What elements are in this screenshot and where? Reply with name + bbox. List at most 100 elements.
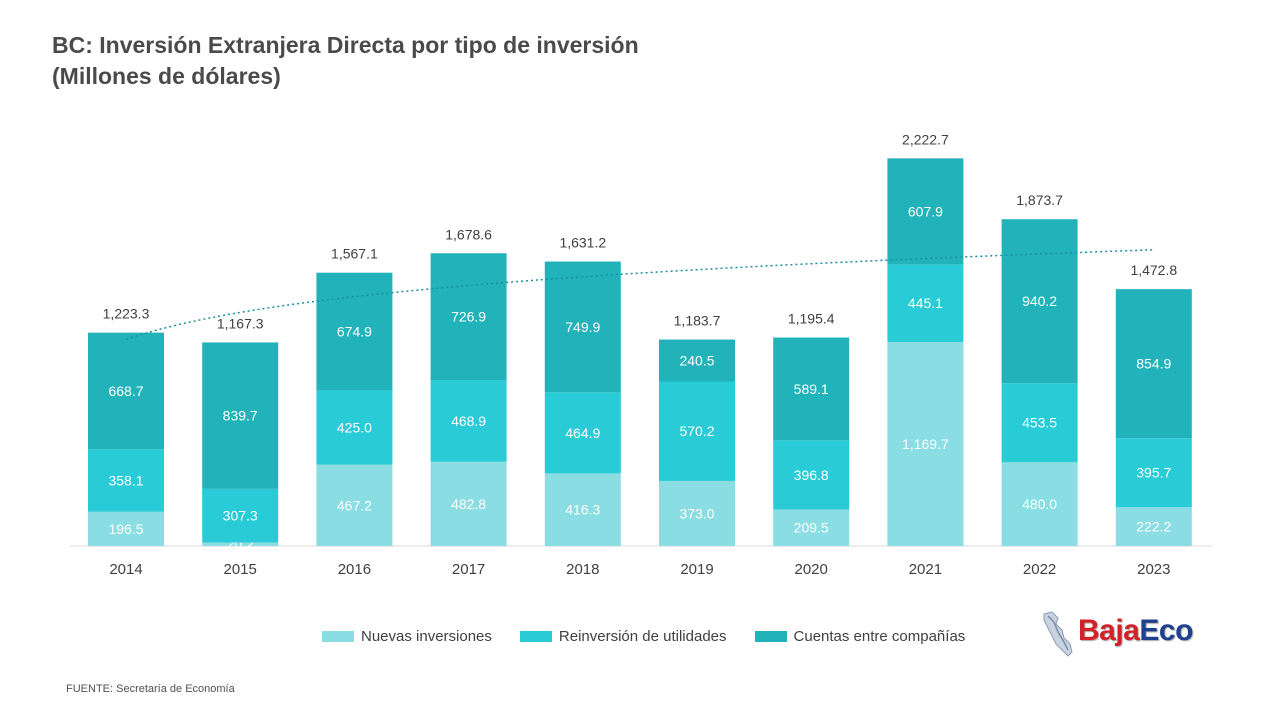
data-label-nuevas-2017: 482.8 xyxy=(451,496,486,512)
data-label-cuentas-2022: 940.2 xyxy=(1022,293,1057,309)
x-tick-label-2016: 2016 xyxy=(338,561,371,578)
data-label-nuevas-2019: 373.0 xyxy=(679,505,714,521)
data-label-reinversion-2018: 464.9 xyxy=(565,425,600,441)
logo-text-eco: Eco xyxy=(1139,614,1193,647)
legend-item-reinversion: Reinversión de utilidades xyxy=(519,628,727,645)
legend-item-nuevas: Nuevas inversiones xyxy=(322,628,492,645)
logo-text-baja: Baja xyxy=(1078,614,1140,647)
total-label-2022: 1,873.7 xyxy=(1016,192,1063,208)
data-label-nuevas-2022: 480.0 xyxy=(1022,496,1057,512)
chart-title-line-1: BC: Inversión Extranjera Directa por tip… xyxy=(52,32,639,58)
bar-segment-cuentas-2017 xyxy=(430,253,507,381)
bar-segment-reinversion-2021 xyxy=(887,264,964,343)
x-tick-label-2021: 2021 xyxy=(909,561,942,578)
bar-segment-nuevas-2021 xyxy=(887,342,964,546)
data-label-nuevas-2021: 1,169.7 xyxy=(902,436,949,452)
data-label-nuevas-2014: 196.5 xyxy=(108,521,143,537)
total-label-2019: 1,183.7 xyxy=(674,313,721,329)
legend-swatch-cuentas xyxy=(754,631,787,642)
data-label-reinversion-2019: 570.2 xyxy=(679,423,714,439)
bar-segment-nuevas-2018 xyxy=(544,473,621,546)
chart-title-line-2: (Millones de dólares) xyxy=(52,63,281,89)
bar-segment-nuevas-2020 xyxy=(773,509,850,546)
data-label-nuevas-2023: 222.2 xyxy=(1136,519,1171,535)
source-note: FUENTE: Secretaría de Economía xyxy=(66,683,235,695)
bar-segment-cuentas-2022 xyxy=(1001,219,1078,384)
data-label-reinversion-2023: 395.7 xyxy=(1136,465,1171,481)
bar-segment-nuevas-2019 xyxy=(659,480,735,546)
legend-item-cuentas: Cuentas entre compañías xyxy=(754,628,966,645)
bar-segment-reinversion-2015 xyxy=(202,488,279,543)
bar-segment-reinversion-2014 xyxy=(88,449,164,512)
chart-title: BC: Inversión Extranjera Directa por tip… xyxy=(52,30,639,92)
data-label-cuentas-2021: 607.9 xyxy=(908,203,943,219)
chart-legend: Nuevas inversiones Reinversión de utilid… xyxy=(322,628,965,645)
x-tick-label-2020: 2020 xyxy=(795,561,828,578)
x-tick-label-2014: 2014 xyxy=(109,561,142,578)
data-label-cuentas-2014: 668.7 xyxy=(108,383,143,399)
bar-segment-reinversion-2019 xyxy=(659,381,735,481)
legend-label-cuentas: Cuentas entre compañías xyxy=(793,628,966,645)
bar-segment-cuentas-2023 xyxy=(1115,289,1192,439)
bar-segment-cuentas-2014 xyxy=(88,332,164,450)
data-label-reinversion-2016: 425.0 xyxy=(337,419,372,435)
bar-segment-reinversion-2023 xyxy=(1115,438,1192,508)
bar-segment-reinversion-2017 xyxy=(430,380,507,462)
bar-segment-nuevas-2017 xyxy=(430,461,507,546)
bar-segment-nuevas-2023 xyxy=(1115,507,1192,546)
data-label-cuentas-2018: 749.9 xyxy=(565,319,600,335)
bar-segment-cuentas-2021 xyxy=(887,158,964,265)
bar-segment-nuevas-2016 xyxy=(316,464,393,546)
legend-label-reinversion: Reinversión de utilidades xyxy=(558,628,727,645)
x-tick-label-2018: 2018 xyxy=(566,561,599,578)
data-label-reinversion-2017: 468.9 xyxy=(451,413,486,429)
total-label-2014: 1,223.3 xyxy=(103,306,150,322)
total-label-2017: 1,678.6 xyxy=(445,226,492,242)
data-label-reinversion-2014: 358.1 xyxy=(108,473,143,489)
trendline xyxy=(125,249,1154,341)
data-label-nuevas-2018: 416.3 xyxy=(565,502,600,518)
bar-segment-nuevas-2015 xyxy=(202,542,279,546)
legend-swatch-nuevas xyxy=(322,631,354,642)
bar-segment-reinversion-2018 xyxy=(544,392,621,474)
data-label-cuentas-2023: 854.9 xyxy=(1136,356,1171,372)
bar-segment-reinversion-2022 xyxy=(1001,383,1078,463)
x-tick-label-2015: 2015 xyxy=(224,561,257,578)
bar-segment-cuentas-2019 xyxy=(659,339,735,382)
total-label-2018: 1,631.2 xyxy=(559,235,606,251)
bar-segment-cuentas-2018 xyxy=(544,261,621,393)
legend-label-nuevas: Nuevas inversiones xyxy=(361,628,492,645)
total-label-2020: 1,195.4 xyxy=(788,311,835,327)
x-tick-label-2019: 2019 xyxy=(680,561,713,578)
x-tick-label-2017: 2017 xyxy=(452,561,485,578)
total-label-2015: 1,167.3 xyxy=(217,315,264,331)
data-label-cuentas-2015: 839.7 xyxy=(223,408,258,424)
total-label-2023: 1,472.8 xyxy=(1130,262,1177,278)
data-label-cuentas-2019: 240.5 xyxy=(679,353,714,369)
bajaeco-logo: BajaEco xyxy=(1038,610,1218,660)
bar-segment-nuevas-2022 xyxy=(1001,462,1078,546)
data-label-cuentas-2017: 726.9 xyxy=(451,309,486,325)
baja-california-map-icon xyxy=(1043,611,1073,657)
bar-segment-reinversion-2020 xyxy=(773,440,850,510)
bar-segment-nuevas-2014 xyxy=(88,511,164,546)
data-label-reinversion-2022: 453.5 xyxy=(1022,415,1057,431)
legend-swatch-reinversion xyxy=(519,631,552,642)
data-label-reinversion-2020: 396.8 xyxy=(794,467,829,483)
data-label-nuevas-2020: 209.5 xyxy=(794,520,829,536)
data-label-cuentas-2020: 589.1 xyxy=(794,381,829,397)
data-label-reinversion-2021: 445.1 xyxy=(908,295,943,311)
x-tick-label-2022: 2022 xyxy=(1023,561,1056,578)
total-label-2016: 1,567.1 xyxy=(331,246,378,262)
bar-segment-reinversion-2016 xyxy=(316,390,393,465)
data-label-nuevas-2016: 467.2 xyxy=(337,497,372,513)
bar-segment-cuentas-2016 xyxy=(316,272,393,391)
bar-segment-cuentas-2020 xyxy=(773,337,850,441)
total-label-2021: 2,222.7 xyxy=(902,131,949,147)
x-tick-label-2023: 2023 xyxy=(1137,561,1170,578)
stacked-bar-chart: 196.5358.1668.71,223.3201420.2307.3839.7… xyxy=(70,131,1212,578)
data-label-reinversion-2015: 307.3 xyxy=(223,508,258,524)
data-label-cuentas-2016: 674.9 xyxy=(337,324,372,340)
bar-segment-cuentas-2015 xyxy=(202,342,279,489)
logo-text: BajaEco xyxy=(1078,614,1193,648)
